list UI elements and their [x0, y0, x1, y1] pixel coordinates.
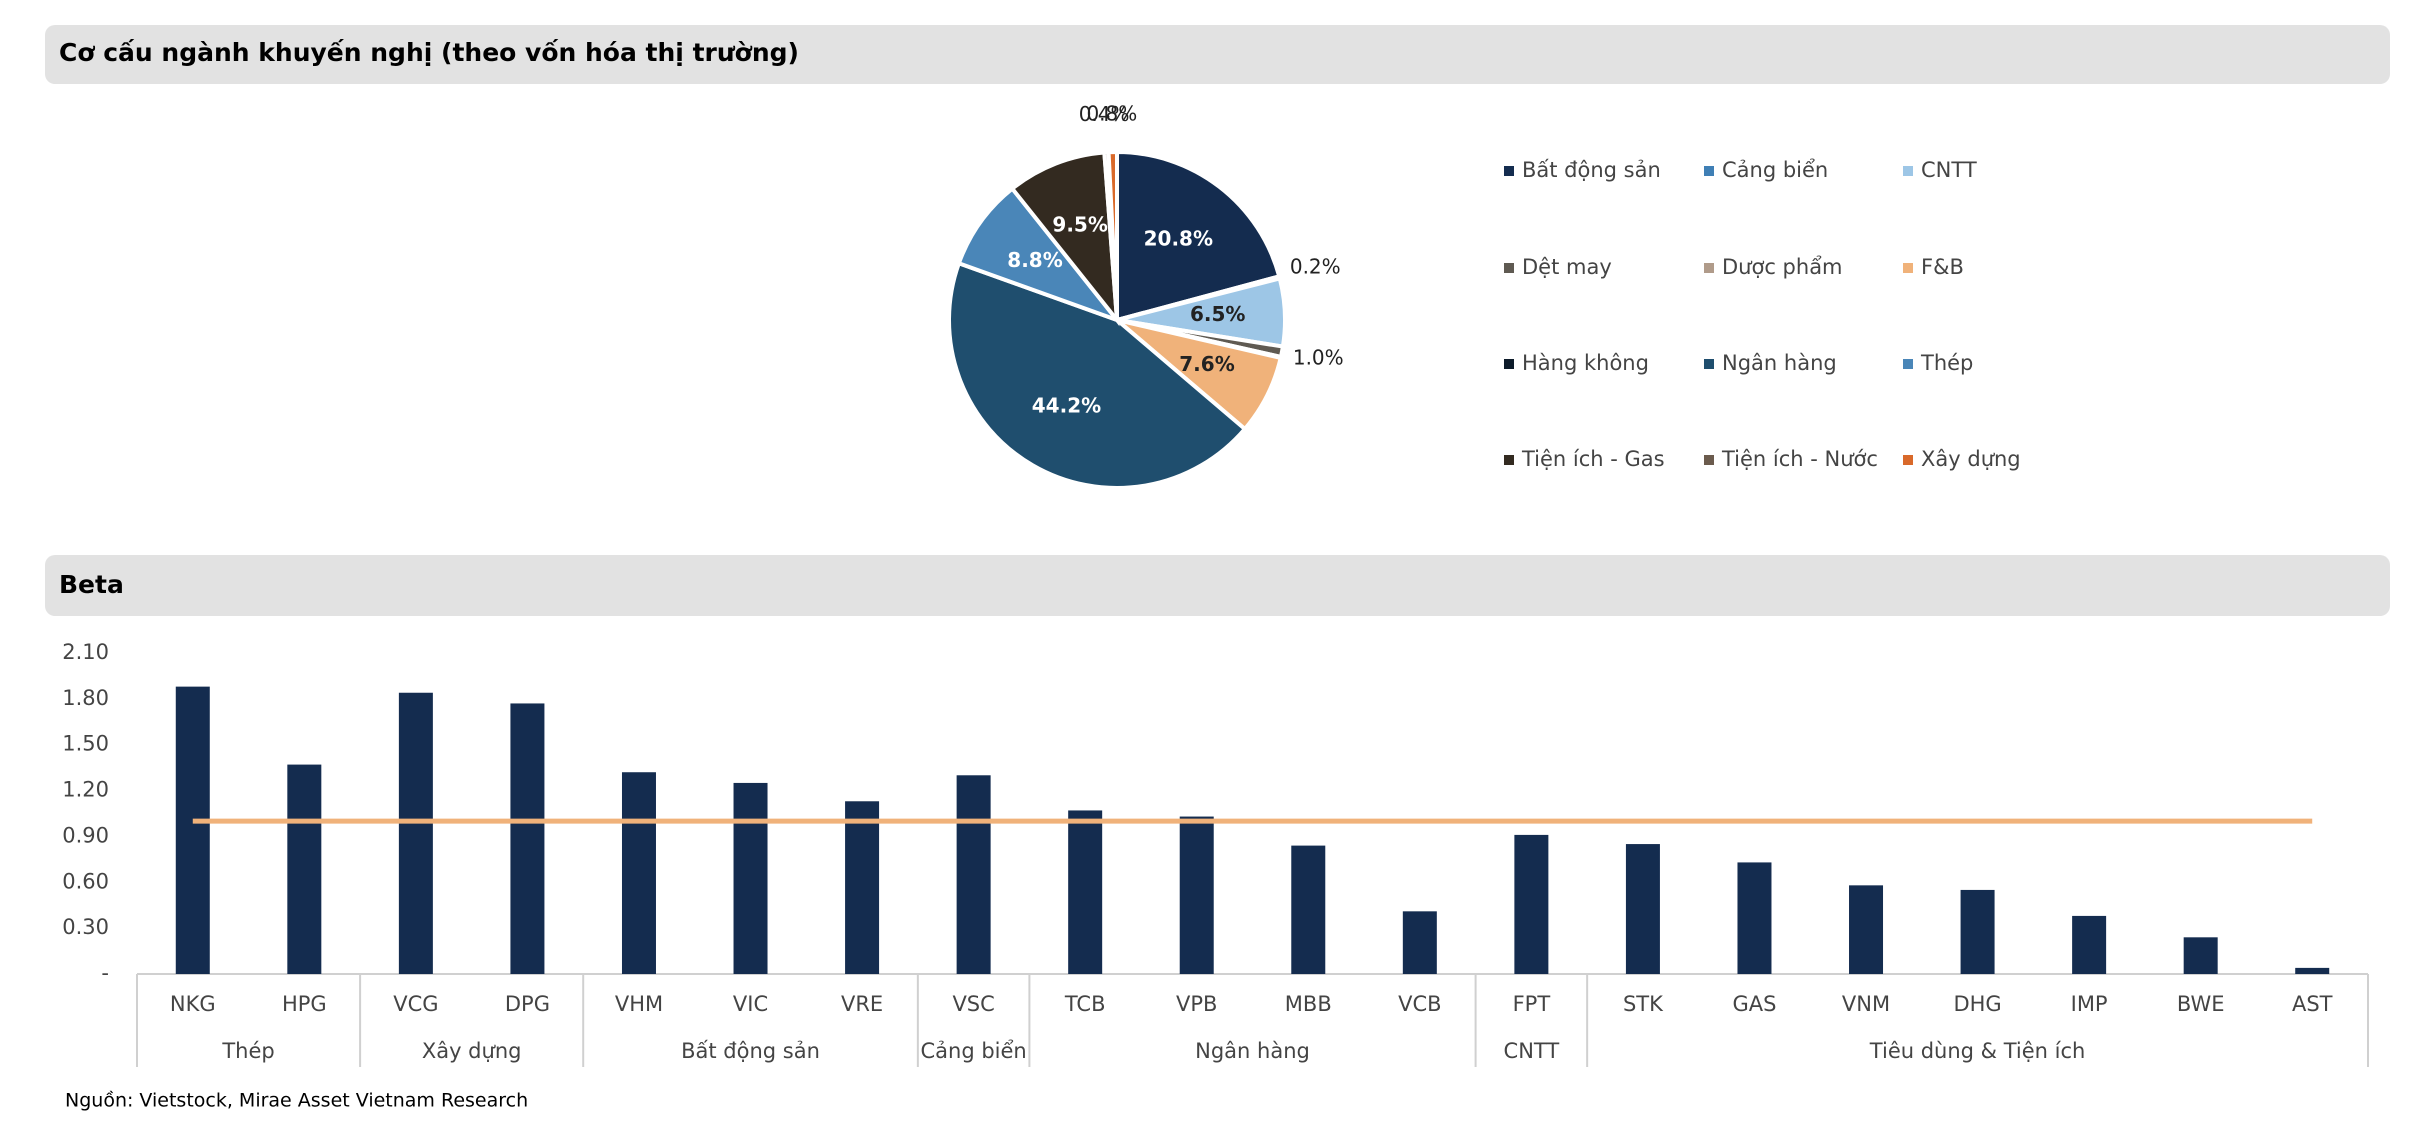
legend-swatch [1704, 166, 1714, 176]
bar [2295, 967, 2330, 974]
y-tick-label: - [101, 961, 109, 985]
x-tick-label: IMP [2071, 992, 2108, 1016]
y-tick-label: 0.60 [62, 869, 109, 893]
pie-slice [1115, 149, 1282, 323]
legend-swatch [1504, 455, 1514, 465]
y-tick-label: 1.80 [62, 686, 109, 710]
x-tick-label: DPG [505, 992, 550, 1016]
x-tick-label: VNM [1842, 992, 1890, 1016]
legend-label: Ngân hàng [1722, 351, 1837, 375]
y-tick-label: 0.30 [62, 915, 109, 939]
y-tick-label: 2.10 [62, 640, 109, 664]
legend-swatch [1504, 263, 1514, 273]
bar [2072, 915, 2107, 974]
legend-label: Dược phẩm [1722, 255, 1843, 279]
bar [1402, 911, 1437, 974]
group-label: Ngân hàng [1195, 1039, 1310, 1063]
y-tick-label: 1.50 [62, 732, 109, 756]
bar [398, 692, 433, 974]
bar [1179, 816, 1214, 974]
data-label: 44.2% [1032, 394, 1101, 418]
group-label: Cảng biển [921, 1039, 1027, 1063]
source: Nguồn: Vietstock, Mirae Asset Vietnam Re… [65, 1090, 528, 1112]
legend-label: Tiện ích - Gas [1521, 447, 1665, 471]
x-tick-label: GAS [1732, 992, 1776, 1016]
data-label: 7.6% [1179, 352, 1234, 376]
bar [733, 782, 768, 974]
group-label: Xây dựng [422, 1039, 522, 1063]
legend-swatch [1704, 455, 1714, 465]
legend-label: Xây dựng [1921, 447, 2021, 471]
x-tick-label: DHG [1953, 992, 2001, 1016]
x-tick-label: VCB [1398, 992, 1441, 1016]
legend-swatch [1504, 359, 1514, 369]
data-label: 8.8% [1007, 248, 1062, 272]
legend-swatch [1903, 263, 1913, 273]
x-tick-label: FPT [1513, 992, 1551, 1016]
bar-title: Beta [59, 570, 124, 599]
group-label: Bất động sản [681, 1039, 820, 1063]
bar [1737, 862, 1772, 974]
y-tick-label: 1.20 [62, 778, 109, 802]
x-tick-label: MBB [1285, 992, 1332, 1016]
legend-swatch [1704, 263, 1714, 273]
bar [621, 772, 656, 974]
x-tick-label: BWE [2177, 992, 2225, 1016]
legend-swatch [1903, 359, 1913, 369]
bar [1291, 845, 1326, 974]
x-tick-label: STK [1623, 992, 1664, 1016]
legend-label: Tiện ích - Nước [1721, 447, 1878, 471]
data-label: 1.0% [1293, 345, 1344, 369]
header-bar [45, 555, 2390, 616]
header-bar [45, 25, 2390, 84]
x-tick-label: VCG [393, 992, 438, 1016]
legend-label: F&B [1921, 255, 1964, 279]
x-tick-label: VHM [615, 992, 663, 1016]
x-tick-label: VRE [841, 992, 883, 1016]
legend-label: Dệt may [1522, 255, 1612, 279]
x-tick-label: VPB [1176, 992, 1217, 1016]
data-label: 0.8% [1086, 102, 1137, 126]
legend-swatch [1704, 359, 1714, 369]
bar [1514, 834, 1549, 974]
bar [845, 801, 880, 974]
data-label: 9.5% [1052, 213, 1107, 237]
pie-title: Cơ cấu ngành khuyến nghị (theo vốn hóa t… [59, 38, 799, 67]
bar [1960, 889, 1995, 974]
bar [510, 703, 545, 974]
legend-swatch [1504, 166, 1514, 176]
y-tick-label: 0.90 [62, 823, 109, 847]
pie-slice [1106, 149, 1119, 321]
group-label: Tiêu dùng & Tiện ích [1869, 1039, 2086, 1063]
bar [1068, 810, 1103, 974]
legend-label: Hàng không [1522, 351, 1649, 375]
bar [1849, 885, 1884, 974]
x-tick-label: TCB [1064, 992, 1106, 1016]
legend-label: Cảng biển [1722, 158, 1828, 182]
legend-label: Bất động sản [1522, 158, 1661, 182]
group-label: Thép [221, 1039, 274, 1063]
x-tick-label: AST [2292, 992, 2333, 1016]
data-label: 0.4% [1079, 102, 1130, 126]
bar [287, 764, 322, 974]
legend-label: CNTT [1921, 158, 1977, 182]
bar [2183, 937, 2218, 974]
x-tick-label: HPG [282, 992, 327, 1016]
bar [175, 686, 210, 974]
bar [1625, 844, 1660, 974]
x-tick-label: NKG [170, 992, 216, 1016]
legend-swatch [1903, 455, 1913, 465]
x-tick-label: VSC [952, 992, 994, 1016]
group-label: CNTT [1504, 1039, 1560, 1063]
data-label: 6.5% [1190, 302, 1245, 326]
legend-label: Thép [1920, 351, 1973, 375]
legend-swatch [1903, 166, 1913, 176]
bar [956, 775, 991, 974]
pie-slice [947, 260, 1248, 490]
pie-slice [1009, 150, 1120, 327]
data-label: 0.2% [1290, 255, 1341, 279]
x-tick-label: VIC [733, 992, 768, 1016]
data-label: 20.8% [1144, 227, 1213, 251]
